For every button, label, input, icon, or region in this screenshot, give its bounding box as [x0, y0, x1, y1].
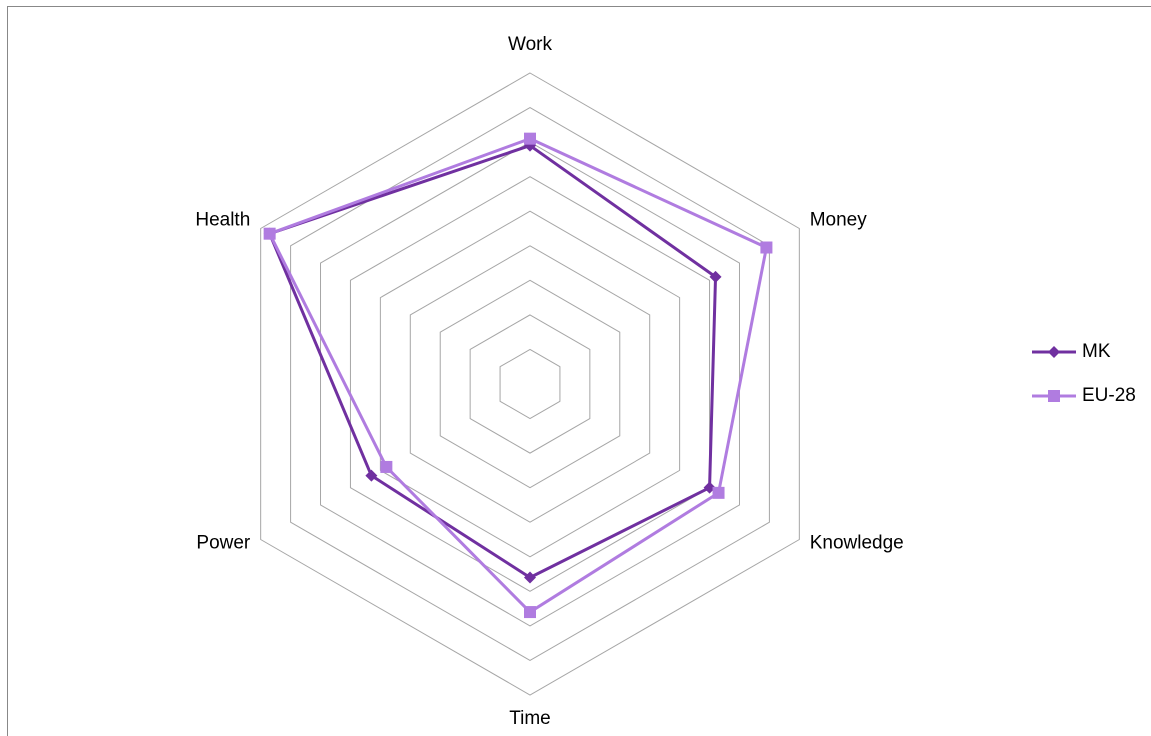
axis-label: Time [509, 708, 551, 729]
grid-ring [320, 141, 740, 627]
point [760, 241, 773, 254]
grid-ring [379, 210, 681, 558]
legend-marker [1048, 346, 1060, 358]
axis-label: Money [810, 210, 868, 231]
legend-marker [1048, 390, 1060, 402]
grid-ring [499, 348, 561, 420]
axis-label: Health [195, 210, 250, 231]
grid-ring [439, 279, 621, 489]
point [524, 132, 536, 145]
grid-ring [349, 176, 711, 592]
axis-label: Power [196, 533, 251, 554]
point [524, 606, 536, 619]
grid-ring [469, 314, 591, 454]
axis-label: Knowledge [810, 533, 904, 554]
legend-label: EU-28 [1082, 385, 1136, 406]
point [365, 469, 378, 482]
axis-label: Work [508, 34, 552, 55]
grid-ring [260, 72, 800, 696]
point [709, 270, 722, 283]
point [263, 227, 276, 240]
legend-label: MK [1082, 341, 1111, 362]
chart-frame [7, 6, 1151, 736]
point [524, 571, 536, 584]
grid-ring [409, 245, 651, 523]
point [380, 460, 393, 473]
point [712, 486, 725, 499]
